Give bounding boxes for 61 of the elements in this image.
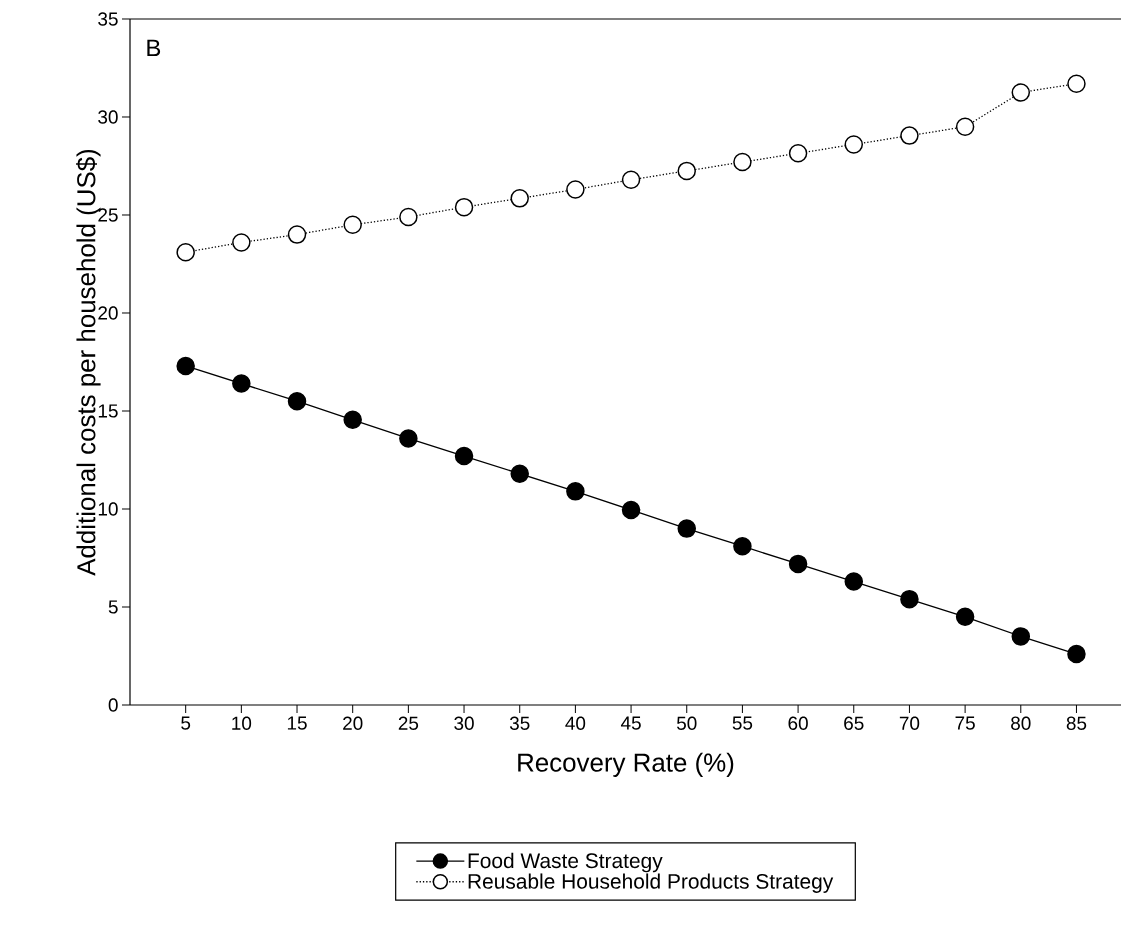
point bbox=[733, 536, 752, 556]
point bbox=[232, 233, 251, 252]
point bbox=[454, 446, 474, 466]
point bbox=[844, 572, 864, 591]
y-tick-label: 5 bbox=[108, 600, 118, 614]
x-tick-label: 75 bbox=[955, 716, 975, 730]
x-tick-label: 45 bbox=[620, 716, 641, 730]
x-tick-label: 80 bbox=[1011, 716, 1031, 730]
x-tick-label: 35 bbox=[509, 716, 530, 730]
x-tick-label: 25 bbox=[398, 716, 419, 730]
point bbox=[343, 215, 362, 235]
x-tick-label: 85 bbox=[1066, 716, 1087, 730]
point bbox=[955, 117, 975, 137]
legend-label: Food Waste Strategy bbox=[468, 852, 663, 873]
x-tick-label: 20 bbox=[343, 716, 363, 730]
x-tick-label: 65 bbox=[844, 716, 864, 730]
annotation: B bbox=[147, 39, 161, 57]
point bbox=[510, 189, 529, 208]
point bbox=[788, 554, 808, 574]
point bbox=[1011, 83, 1031, 102]
x-tick-label: 30 bbox=[454, 716, 474, 730]
point bbox=[176, 242, 195, 262]
point bbox=[900, 589, 919, 609]
point bbox=[1011, 627, 1031, 646]
point bbox=[566, 180, 585, 199]
x-axis-title: Recovery Rate (%) bbox=[518, 752, 734, 777]
point bbox=[176, 356, 195, 376]
point bbox=[287, 225, 307, 244]
x-tick-label: 40 bbox=[565, 716, 586, 730]
point bbox=[955, 607, 975, 627]
x-tick-label: 60 bbox=[788, 716, 808, 730]
x-tick-label: 5 bbox=[181, 716, 191, 730]
point bbox=[788, 144, 808, 163]
legend-label: Reusable Household Products Strategy bbox=[468, 873, 834, 893]
point bbox=[1067, 644, 1086, 664]
y-tick-label: 15 bbox=[98, 404, 118, 418]
point bbox=[621, 170, 641, 189]
point bbox=[510, 464, 529, 483]
point bbox=[287, 391, 307, 411]
point bbox=[343, 410, 362, 430]
x-tick-label: 10 bbox=[232, 716, 252, 730]
point bbox=[677, 519, 696, 538]
x-tick-label: 50 bbox=[676, 716, 697, 730]
point bbox=[844, 135, 864, 154]
point bbox=[232, 374, 251, 393]
y-tick-label: 35 bbox=[98, 12, 118, 26]
y-tick-label: 10 bbox=[98, 502, 118, 516]
point bbox=[677, 161, 696, 181]
point bbox=[454, 197, 474, 217]
y-tick-label: 30 bbox=[98, 110, 118, 124]
x-tick-label: 55 bbox=[732, 716, 753, 730]
point bbox=[1067, 74, 1086, 93]
point bbox=[733, 152, 752, 172]
point bbox=[900, 126, 919, 145]
point bbox=[399, 429, 418, 448]
point bbox=[399, 207, 418, 227]
x-tick-label: 70 bbox=[899, 716, 920, 730]
point bbox=[621, 500, 641, 520]
x-tick-label: 15 bbox=[287, 716, 307, 730]
point bbox=[566, 482, 585, 501]
y-tick-label: 0 bbox=[108, 698, 118, 712]
